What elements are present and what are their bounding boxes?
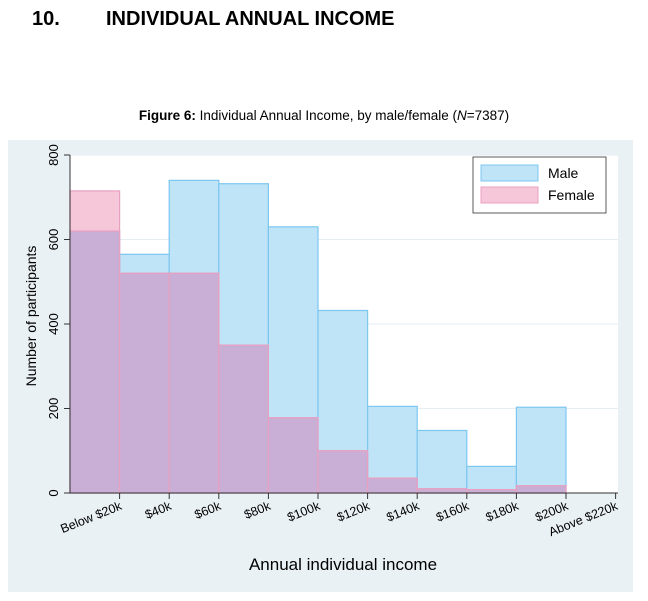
- overlap-bar: [69, 230, 121, 494]
- male-bar: [416, 429, 468, 494]
- y-tick-label: 0: [46, 489, 61, 496]
- overlap-bar: [118, 272, 170, 494]
- overlap-bar: [416, 488, 468, 494]
- figure-caption-n-value: =7387): [466, 108, 510, 123]
- section-number: 10.: [32, 8, 60, 30]
- overlap-bar: [168, 272, 220, 494]
- legend-female-swatch: [480, 186, 539, 204]
- y-axis-label: Number of participants: [23, 246, 39, 387]
- male-bar: [515, 406, 567, 494]
- chart-frame: 0 200 400 600 800 Below $20k $40k $60k $80k $100…: [8, 140, 633, 592]
- y-tick-labels: 0 200 400 600 800: [46, 144, 61, 496]
- overlap-bar: [218, 344, 270, 494]
- y-tick-label: 600: [46, 229, 61, 251]
- overlap-bar: [367, 477, 418, 494]
- axes: [64, 154, 618, 499]
- overlap-bar: [515, 485, 567, 494]
- legend-male-label: Male: [548, 165, 579, 181]
- legend: Male Female: [472, 156, 607, 214]
- section-title: INDIVIDUAL ANNUAL INCOME: [106, 8, 395, 30]
- male-bar: [466, 465, 517, 494]
- figure-caption-n-symbol: N: [456, 108, 467, 123]
- overlap-bar: [317, 450, 369, 494]
- y-tick-label: 800: [46, 144, 61, 166]
- figure-caption-text: Individual Annual Income, by male/female…: [195, 108, 457, 123]
- overlap-bars: [69, 230, 567, 494]
- y-tick-label: 400: [46, 313, 61, 335]
- figure-caption: Figure 6: Individual Annual Income, by m…: [0, 108, 648, 123]
- overlap-bar: [267, 417, 319, 494]
- legend-male-swatch: [480, 164, 539, 182]
- x-axis-label: Annual individual income: [249, 555, 437, 574]
- legend-female-label: Female: [548, 187, 595, 203]
- figure-caption-label: Figure 6:: [138, 108, 196, 123]
- y-tick-label: 200: [46, 398, 61, 420]
- overlap-bar: [466, 489, 517, 494]
